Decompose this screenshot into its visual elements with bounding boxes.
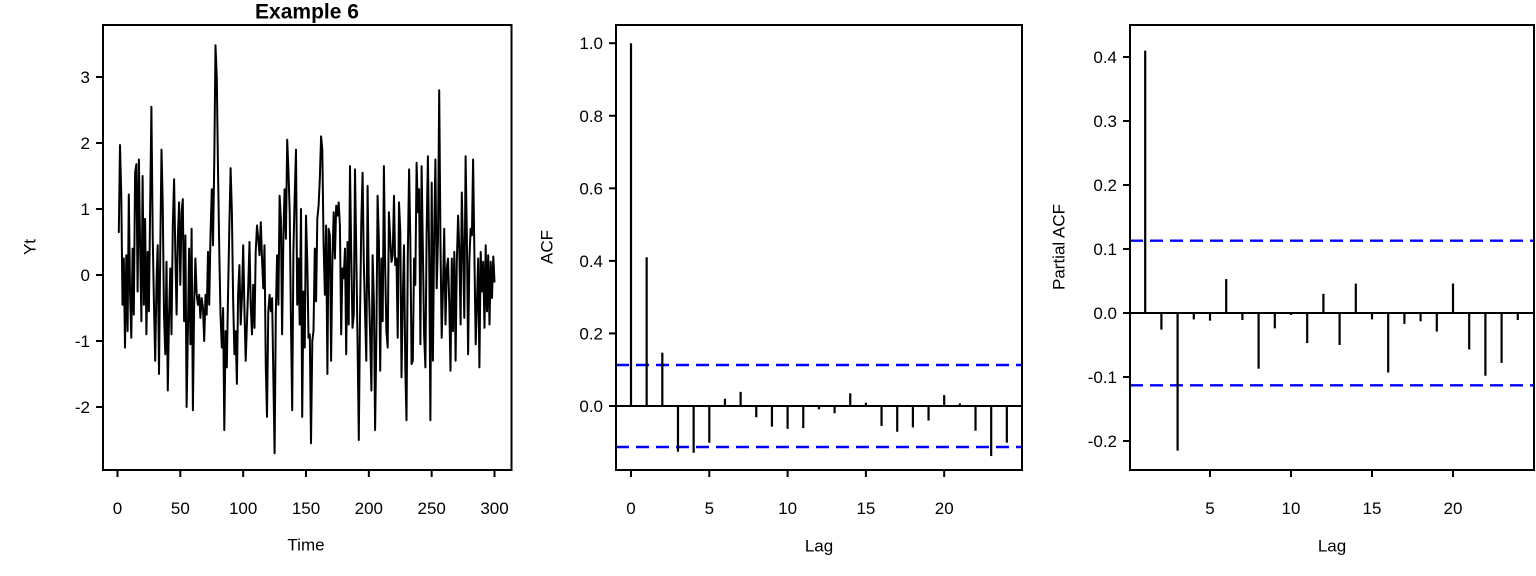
timeseries-x-axis-label: Time: [287, 535, 325, 555]
svg-text:0.2: 0.2: [1093, 176, 1117, 195]
svg-text:1: 1: [81, 200, 90, 219]
timeseries-line: [117, 44, 496, 455]
timeseries-x-axis-ticks: 0 50 100 150 200 250 300: [113, 470, 509, 518]
svg-text:0: 0: [626, 499, 635, 518]
acf-y-axis-label: ACF: [537, 230, 557, 264]
pacf-confidence-lines: [1130, 239, 1534, 387]
svg-text:20: 20: [935, 499, 954, 518]
svg-text:10: 10: [1282, 499, 1301, 518]
svg-text:20: 20: [1444, 499, 1463, 518]
svg-text:0.2: 0.2: [579, 324, 603, 343]
pacf-x-axis-label: Lag: [1317, 536, 1347, 556]
acf-panel: 0 5 10 15 20 0.0 0.2 0.4 0.6 0.8 1.0: [579, 24, 1023, 518]
timeseries-panel: 0 50 100 150 200 250 300 -2 -1 0 1 2 3: [75, 24, 513, 518]
svg-text:200: 200: [355, 499, 383, 518]
acf-y-axis-ticks: 0.0 0.2 0.4 0.6 0.8 1.0: [579, 34, 616, 416]
pacf-y-axis-label: Partial ACF: [1049, 204, 1069, 290]
timeseries-y-axis-ticks: -2 -1 0 1 2 3: [75, 68, 103, 417]
svg-text:15: 15: [856, 499, 875, 518]
pacf-bars: [1144, 50, 1519, 451]
pacf-panel: 5 10 15 20 -0.2 -0.1 0.0 0.1 0.2 0.3 0.4: [1088, 24, 1535, 518]
svg-text:5: 5: [705, 499, 714, 518]
svg-text:-0.2: -0.2: [1088, 432, 1117, 451]
svg-text:250: 250: [417, 499, 445, 518]
svg-text:50: 50: [171, 499, 190, 518]
svg-text:0.8: 0.8: [579, 107, 603, 126]
acf-bars: [629, 43, 1008, 457]
svg-text:10: 10: [778, 499, 797, 518]
svg-text:0.6: 0.6: [579, 179, 603, 198]
timeseries-plot-box: [102, 24, 513, 471]
acf-confidence-lines: [616, 363, 1022, 449]
acf-plot-box: [615, 24, 1023, 471]
acf-x-axis-ticks: 0 5 10 15 20: [626, 470, 954, 518]
svg-text:1.0: 1.0: [579, 34, 603, 53]
svg-text:5: 5: [1205, 499, 1214, 518]
svg-text:0.0: 0.0: [579, 397, 603, 416]
timeseries-y-axis-label: Yt: [20, 238, 40, 256]
acf-x-axis-label: Lag: [804, 536, 834, 556]
svg-text:0.0: 0.0: [1093, 304, 1117, 323]
svg-text:0: 0: [81, 266, 90, 285]
timeseries-title: Example 6: [255, 0, 359, 24]
pacf-plot-box: [1129, 24, 1535, 471]
svg-text:150: 150: [292, 499, 320, 518]
svg-text:3: 3: [81, 68, 90, 87]
svg-text:-0.1: -0.1: [1088, 368, 1117, 387]
svg-text:2: 2: [81, 134, 90, 153]
svg-text:-2: -2: [75, 398, 90, 417]
pacf-y-axis-ticks: -0.2 -0.1 0.0 0.1 0.2 0.3 0.4: [1088, 48, 1130, 451]
svg-text:0.1: 0.1: [1093, 240, 1117, 259]
svg-text:0: 0: [113, 499, 122, 518]
pacf-x-axis-ticks: 5 10 15 20: [1205, 470, 1462, 518]
svg-text:300: 300: [480, 499, 508, 518]
svg-text:15: 15: [1363, 499, 1382, 518]
svg-text:0.4: 0.4: [579, 252, 603, 271]
svg-text:-1: -1: [75, 332, 90, 351]
svg-text:0.3: 0.3: [1093, 112, 1117, 131]
svg-text:100: 100: [229, 499, 257, 518]
svg-text:0.4: 0.4: [1093, 48, 1117, 67]
